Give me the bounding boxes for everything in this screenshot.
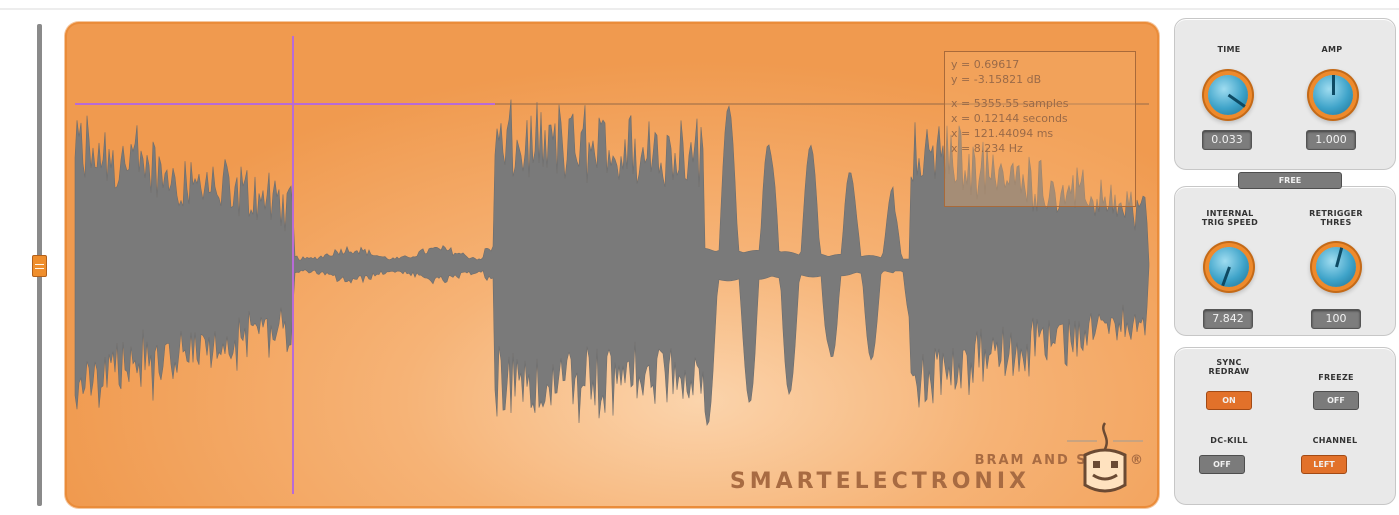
time-knob[interactable] (1208, 75, 1248, 115)
top-divider (0, 8, 1399, 10)
waveform-plot (74, 36, 1150, 494)
cursor-readout: y = 0.69617 y = -3.15821 dB x = 5355.55 … (944, 51, 1136, 207)
amp-value[interactable]: 1.000 (1306, 130, 1356, 150)
readout-y-linear: y = 0.69617 (951, 58, 1020, 71)
slider-handle[interactable] (32, 255, 47, 277)
readout-x-ms: x = 121.44094 ms (951, 127, 1054, 140)
readout-x-seconds: x = 0.12144 seconds (951, 112, 1068, 125)
channel-label: CHANNEL (1312, 436, 1358, 445)
brand-name: SMARTELECTRONIX (729, 469, 1030, 494)
waveform (74, 99, 1150, 427)
readout-y-db: y = -3.15821 dB (951, 73, 1042, 86)
internal-trig-speed-label: INTERNAL TRIG SPEED (1190, 209, 1270, 227)
time-label: TIME (1217, 45, 1241, 54)
options-group (1174, 347, 1396, 505)
sync-redraw-label: SYNC REDRAW (1199, 358, 1259, 376)
smartelectronix-logo (1067, 422, 1143, 493)
internal-trig-speed-knob[interactable] (1209, 247, 1249, 287)
retrigger-threshold-label-line1: RETRIGGER (1309, 209, 1363, 218)
sync-redraw-label-line1: SYNC (1216, 358, 1242, 367)
freeze-label: FREEZE (1318, 373, 1354, 382)
freeze-toggle[interactable]: OFF (1313, 391, 1359, 410)
scope-display[interactable]: y = 0.69617 y = -3.15821 dB x = 5355.55 … (65, 22, 1159, 508)
sync-redraw-toggle[interactable]: ON (1206, 391, 1252, 410)
dc-kill-toggle[interactable]: OFF (1199, 455, 1245, 474)
internal-trig-speed-label-line2: TRIG SPEED (1201, 218, 1259, 227)
internal-trig-speed-value[interactable]: 7.842 (1203, 309, 1253, 329)
channel-toggle[interactable]: LEFT (1301, 455, 1347, 474)
retrigger-threshold-label-line2: THRES (1320, 218, 1352, 227)
readout-x-hz: x = 8.234 Hz (951, 142, 1023, 155)
free-button[interactable]: FREE (1238, 172, 1342, 189)
readout-x-samples: x = 5355.55 samples (951, 97, 1069, 110)
retrigger-threshold-label: RETRIGGER THRES (1296, 209, 1376, 227)
amp-label: AMP (1321, 45, 1343, 54)
internal-trig-speed-label-line1: INTERNAL (1206, 209, 1254, 218)
retrigger-threshold-value[interactable]: 100 (1311, 309, 1361, 329)
retrigger-threshold-knob[interactable] (1316, 247, 1356, 287)
time-value[interactable]: 0.033 (1202, 130, 1252, 150)
amp-knob[interactable] (1313, 75, 1353, 115)
dc-kill-label: DC-KILL (1210, 436, 1248, 445)
sync-redraw-label-line2: REDRAW (1208, 367, 1250, 376)
